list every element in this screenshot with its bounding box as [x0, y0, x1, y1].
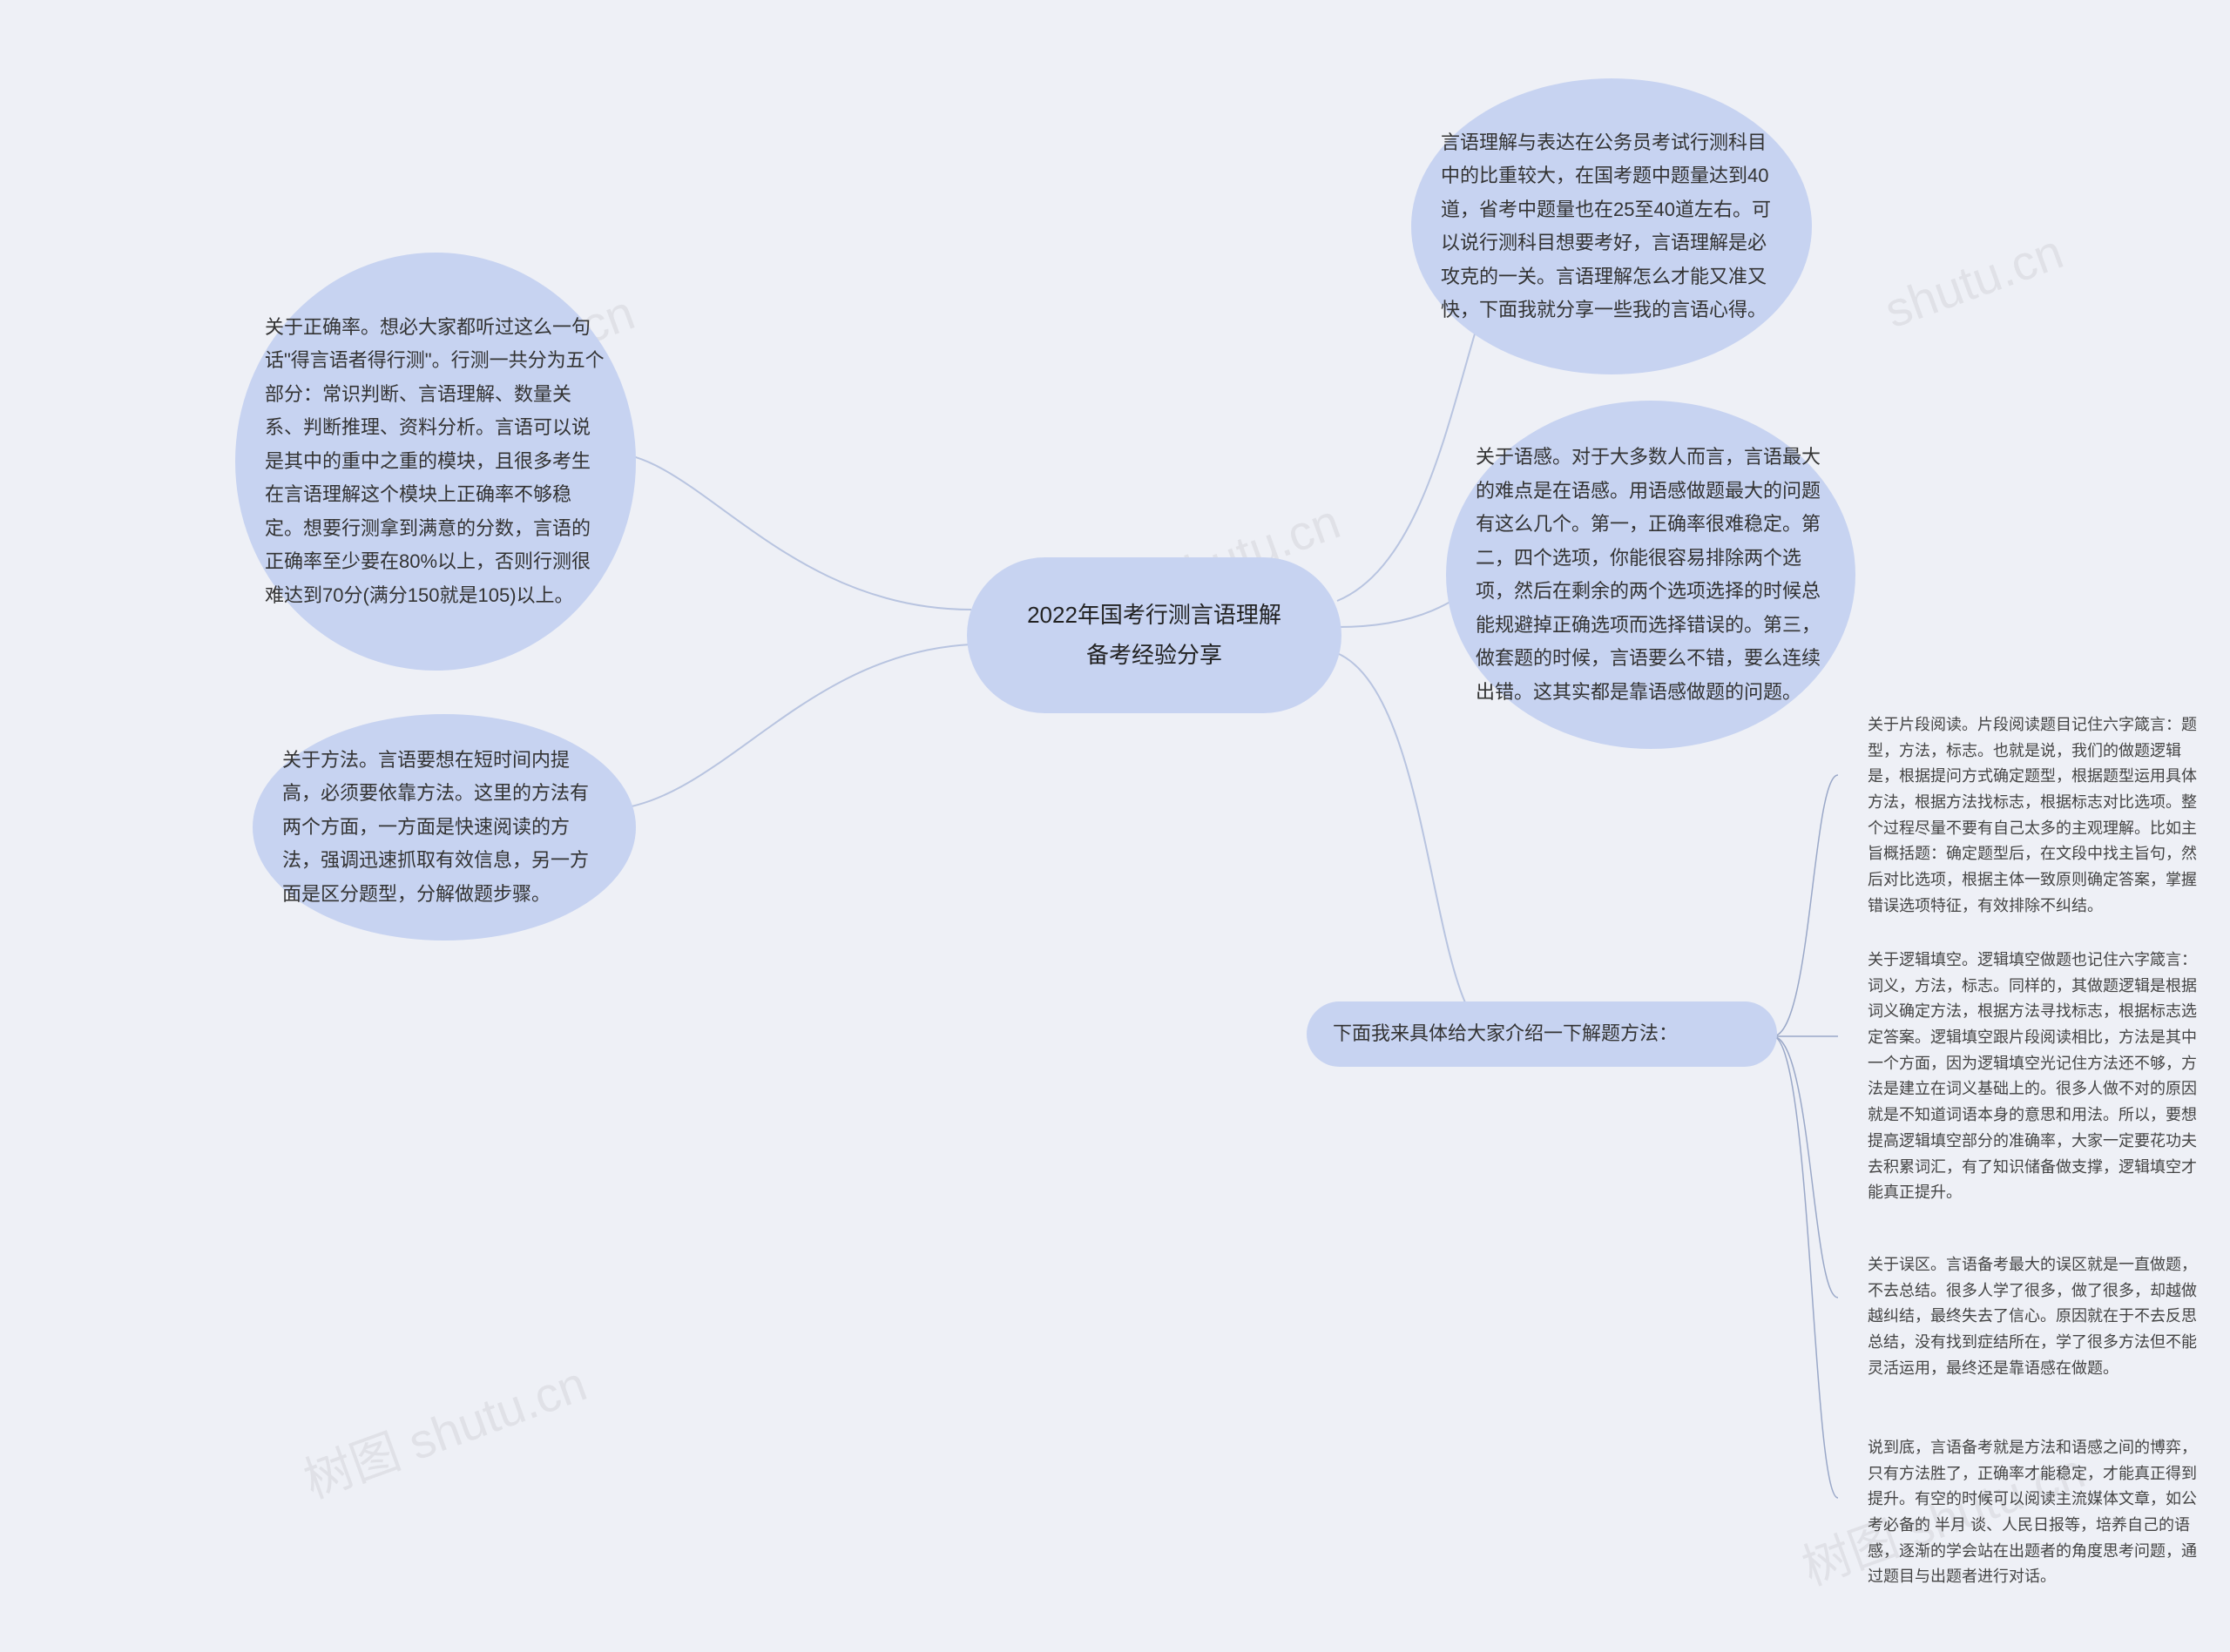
leaf-logic-text: 关于逻辑填空。逻辑填空做题也记住六字箴言：词义，方法，标志。同样的，其做题逻辑是… — [1868, 947, 2200, 1206]
branch-method[interactable]: 关于方法。言语要想在短时间内提高，必须要依靠方法。这里的方法有两个方面，一方面是… — [253, 714, 636, 941]
branch-accuracy[interactable]: 关于正确率。想必大家都听过这么一句话"得言语者得行测"。行测一共分为五个部分：常… — [235, 253, 636, 671]
leaf-mistake-text: 关于误区。言语备考最大的误区就是一直做题，不去总结。很多人学了很多，做了很多，却… — [1868, 1252, 2200, 1381]
branch-intro[interactable]: 言语理解与表达在公务员考试行测科目中的比重较大，在国考题中题量达到40道，省考中… — [1411, 78, 1812, 374]
leaf-mistake[interactable]: 关于误区。言语备考最大的误区就是一直做题，不去总结。很多人学了很多，做了很多，却… — [1838, 1228, 2230, 1406]
leaf-paragraph-text: 关于片段阅读。片段阅读题目记住六字箴言：题型，方法，标志。也就是说，我们的做题逻… — [1868, 712, 2200, 920]
watermark: shutu.cn — [1877, 223, 2070, 339]
center-line1: 2022年国考行测言语理解 — [1009, 596, 1300, 636]
branch-method-text: 关于方法。言语要想在短时间内提高，必须要依靠方法。这里的方法有两个方面，一方面是… — [282, 744, 606, 912]
branch-intro-text: 言语理解与表达在公务员考试行测科目中的比重较大，在国考题中题量达到40道，省考中… — [1441, 126, 1782, 327]
branch-accuracy-text: 关于正确率。想必大家都听过这么一句话"得言语者得行测"。行测一共分为五个部分：常… — [265, 311, 606, 613]
center-topic[interactable]: 2022年国考行测言语理解 备考经验分享 — [967, 557, 1341, 713]
center-line2: 备考经验分享 — [1009, 636, 1300, 676]
leaf-paragraph[interactable]: 关于片段阅读。片段阅读题目记住六字箴言：题型，方法，标志。也就是说，我们的做题逻… — [1838, 688, 2230, 944]
branch-sense[interactable]: 关于语感。对于大多数人而言，言语最大的难点是在语感。用语感做题最大的问题有这么几… — [1446, 401, 1855, 749]
branch-methods-intro-text: 下面我来具体给大家介绍一下解题方法： — [1333, 1017, 1751, 1051]
leaf-summary[interactable]: 说到底，言语备考就是方法和语感之间的博弈，只有方法胜了，正确率才能稳定，才能真正… — [1838, 1411, 2230, 1615]
leaf-logic[interactable]: 关于逻辑填空。逻辑填空做题也记住六字箴言：词义，方法，标志。同样的，其做题逻辑是… — [1838, 923, 2230, 1231]
leaf-summary-text: 说到底，言语备考就是方法和语感之间的博弈，只有方法胜了，正确率才能稳定，才能真正… — [1868, 1435, 2200, 1590]
watermark: 树图 shutu.cn — [293, 1345, 595, 1512]
branch-methods-intro[interactable]: 下面我来具体给大家介绍一下解题方法： — [1307, 1001, 1777, 1067]
branch-sense-text: 关于语感。对于大多数人而言，言语最大的难点是在语感。用语感做题最大的问题有这么几… — [1476, 441, 1826, 709]
